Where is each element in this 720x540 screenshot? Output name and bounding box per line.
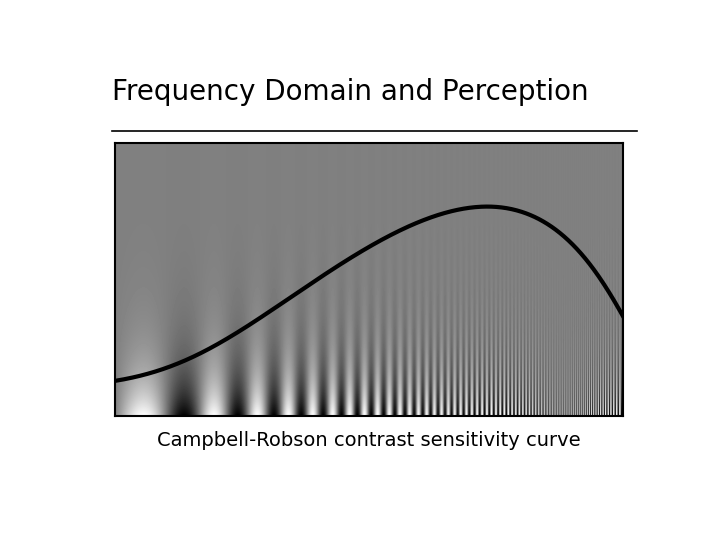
Text: Frequency Domain and Perception: Frequency Domain and Perception xyxy=(112,78,589,106)
Text: Campbell-Robson contrast sensitivity curve: Campbell-Robson contrast sensitivity cur… xyxy=(157,431,581,450)
